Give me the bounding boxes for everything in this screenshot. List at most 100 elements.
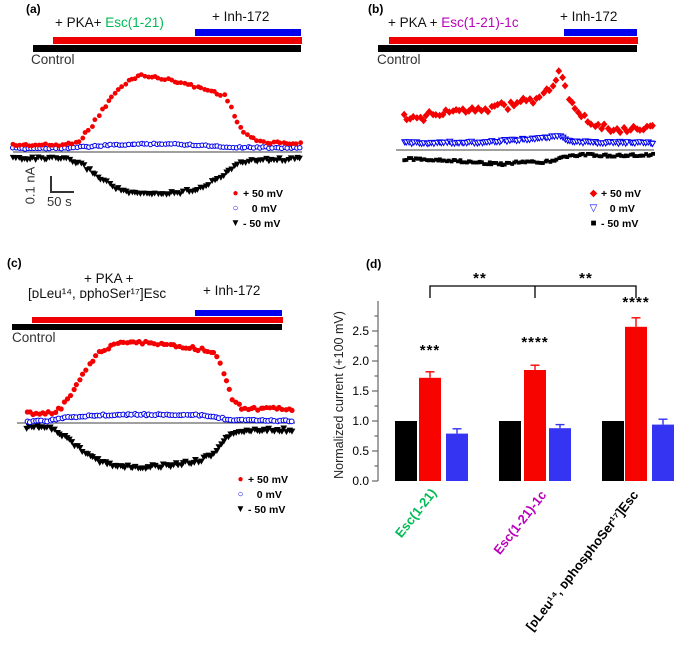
x-category-label: [ᴅLeu¹⁴, ᴅphosphoSer¹⁷]Esc xyxy=(523,488,642,634)
panel-b-treatment-agent: Esc(1-21)-1c xyxy=(441,15,519,30)
legend-item: ◆ + 50 mV xyxy=(586,186,641,201)
scale-bar-horizontal xyxy=(50,191,74,193)
panel-c-treatment-bar xyxy=(32,317,283,323)
panel-c-svg xyxy=(17,338,296,472)
panel-a-treatment-prefix: + PKA+ xyxy=(55,15,106,30)
panel-a-treatment-agent: Esc(1-21) xyxy=(105,15,164,30)
legend-marker-icon: ○ xyxy=(232,202,239,214)
legend-label: 0 mV xyxy=(248,488,282,501)
y-tick-label: 2.0 xyxy=(352,354,369,368)
y-tick-label: 1.5 xyxy=(352,384,369,398)
panel-b-legend: ◆ + 50 mV ▽ 0 mV ■ - 50 mV xyxy=(586,186,641,231)
panel-c-label: (c) xyxy=(7,256,22,270)
trace-series--50mV xyxy=(9,154,303,198)
legend-marker-icon: ▼ xyxy=(235,503,246,515)
comparison-brackets xyxy=(429,285,637,298)
trace-series-+50mV xyxy=(24,338,295,418)
bracket-significance: ** xyxy=(473,270,487,287)
panel-b-control-bar xyxy=(378,45,637,52)
legend-marker-icon: ◆ xyxy=(589,187,598,199)
panel-b-treatment-bar xyxy=(389,37,638,44)
panel-b-treatment-label: + PKA + Esc(1-21)-1c xyxy=(388,15,519,31)
legend-label: - 50 mV xyxy=(248,503,286,516)
x-category-label: Esc(1-21)-1c xyxy=(490,488,549,558)
scale-bar-vertical xyxy=(50,176,52,193)
x-category-label: Esc(1-21) xyxy=(392,486,439,541)
scale-label-time: 50 s xyxy=(47,194,72,209)
panel-b-inh172-bar xyxy=(564,29,637,36)
legend-label: - 50 mV xyxy=(243,217,281,230)
error-bar xyxy=(658,418,668,425)
panel-c-control-bar xyxy=(12,324,282,330)
legend-label: + 50 mV xyxy=(243,187,283,200)
panel-b-treatment-prefix: + PKA + xyxy=(388,15,442,30)
panel-c-treatment-line2: [ᴅLeu¹⁴, ᴅphoSer¹⁷]Esc xyxy=(28,286,167,301)
bar-black-group2 xyxy=(602,421,624,481)
y-axis-title: Normalized current (+100 mV) xyxy=(332,311,346,479)
y-axis xyxy=(372,301,379,482)
panel-b-svg xyxy=(396,67,657,168)
legend-marker-icon: ○ xyxy=(237,488,244,500)
panel-c-inh172-bar xyxy=(195,310,282,316)
legend-item: ■ - 50 mV xyxy=(586,216,641,231)
legend-marker-icon: ■ xyxy=(590,217,597,229)
y-tick-label: 2.5 xyxy=(352,324,369,338)
panel-a-treatment-bar xyxy=(53,37,302,44)
bar-red-group1 xyxy=(524,370,546,481)
legend-label: 0 mV xyxy=(243,202,277,215)
significance-stars: *** xyxy=(420,342,441,359)
scale-label-current: 0.1 nA xyxy=(22,166,38,205)
trace-series-+50mV xyxy=(10,72,304,149)
legend-item: ● + 50 mV xyxy=(233,472,288,487)
error-bar xyxy=(555,423,565,429)
error-bar xyxy=(452,428,462,434)
panel-b-control-label: Control xyxy=(377,52,421,67)
panel-b-inhibitor-label: + Inh-172 xyxy=(560,9,618,24)
panel-d-label: (d) xyxy=(366,257,382,271)
panel-a-svg xyxy=(9,72,304,198)
bar-red-group2 xyxy=(625,326,647,481)
legend-item: ▼ - 50 mV xyxy=(233,502,288,517)
panel-a-label: (a) xyxy=(26,2,41,16)
legend-marker-icon: ▽ xyxy=(589,202,598,214)
legend-label: 0 mV xyxy=(601,202,635,215)
trace-series--50mV xyxy=(402,151,655,168)
panel-c-inhibitor-label: + Inh-172 xyxy=(203,283,261,298)
bar-blue-group1 xyxy=(549,428,571,481)
y-tick-label: 0.0 xyxy=(352,474,369,488)
error-bar xyxy=(530,364,540,370)
panel-c-control-label: Control xyxy=(12,330,56,345)
bracket-significance: ** xyxy=(579,270,593,287)
panel-a-control-label: Control xyxy=(31,52,75,67)
panel-b-label: (b) xyxy=(368,2,384,16)
bar-red-group0 xyxy=(419,377,441,481)
legend-marker-icon: ▼ xyxy=(230,217,241,229)
panel-c-legend: ● + 50 mV ○ 0 mV ▼ - 50 mV xyxy=(233,472,288,517)
panel-a-treatment-label: + PKA+ Esc(1-21) xyxy=(55,15,164,31)
panel-a-control-bar xyxy=(33,45,301,52)
bar-blue-group2 xyxy=(652,424,674,481)
legend-label: + 50 mV xyxy=(248,473,288,486)
legend-marker-icon: ● xyxy=(232,187,239,199)
bar-blue-group0 xyxy=(446,433,468,481)
significance-stars: **** xyxy=(622,294,649,311)
error-bar xyxy=(631,317,641,327)
legend-item: ○ 0 mV xyxy=(228,201,283,216)
panel-a-legend: ● + 50 mV ○ 0 mV ▼ - 50 mV xyxy=(228,186,283,231)
legend-item: ▼ - 50 mV xyxy=(228,216,283,231)
trace-series--50mV xyxy=(23,423,296,472)
y-tick-label: 0.5 xyxy=(352,444,369,458)
trace-series-0mV xyxy=(400,133,657,148)
legend-label: + 50 mV xyxy=(601,187,641,200)
panel-a-inh172-bar xyxy=(195,29,301,36)
bar-black-group0 xyxy=(395,421,417,481)
legend-marker-icon: ● xyxy=(237,473,244,485)
error-bar xyxy=(425,371,435,378)
trace-series-+50mV xyxy=(400,67,656,137)
legend-item: ● + 50 mV xyxy=(228,186,283,201)
panel-a-inhibitor-label: + Inh-172 xyxy=(212,9,270,24)
legend-item: ○ 0 mV xyxy=(233,487,288,502)
panel-c-treatment-line1: + PKA + xyxy=(84,271,134,286)
significance-stars: **** xyxy=(521,334,548,351)
